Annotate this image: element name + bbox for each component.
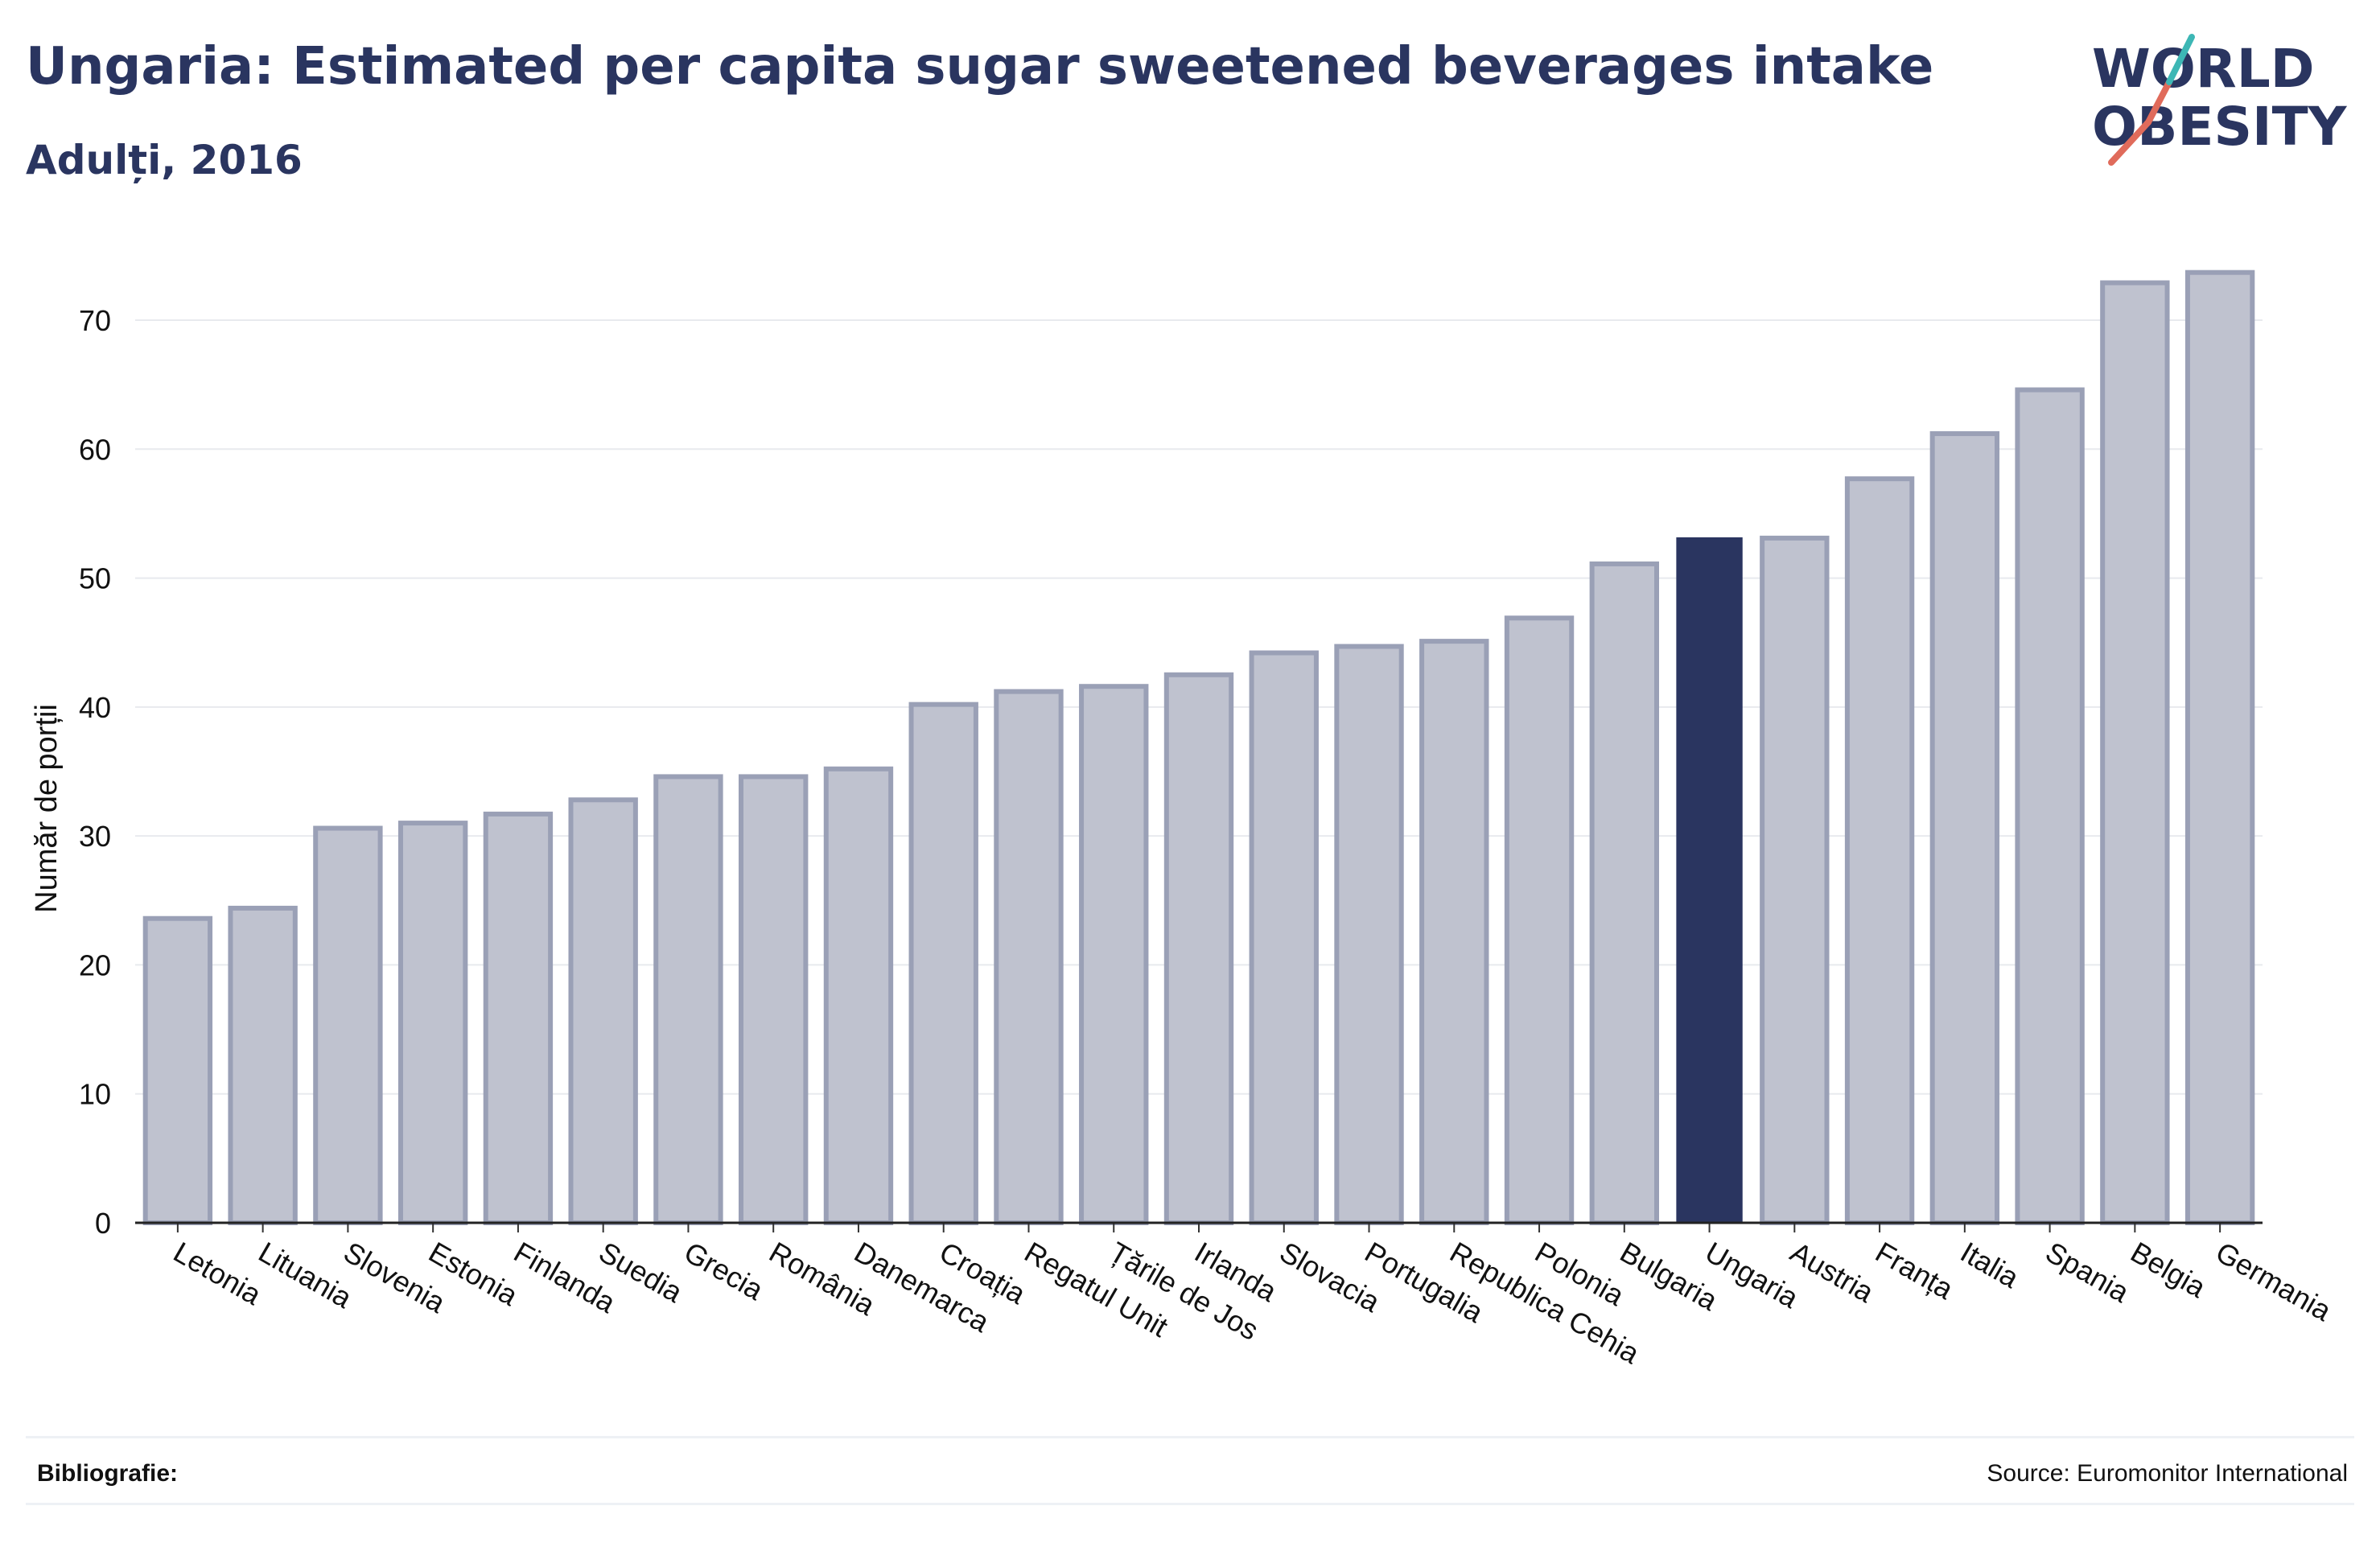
bar-slovacia: [1249, 650, 1319, 1225]
y-tick-label: 10: [79, 1078, 111, 1111]
footer-divider-top: [26, 1436, 2354, 1438]
chart-subtitle: Adulți, 2016: [26, 137, 303, 183]
x-tick-label: Belgia: [2125, 1235, 2212, 1304]
x-tick-label: Germania: [2210, 1235, 2337, 1327]
x-tick-label: Grecia: [678, 1235, 769, 1306]
logo-line2: OBESITY: [2092, 96, 2348, 158]
bar-finlanda: [483, 811, 554, 1225]
bar-irlanda: [1163, 672, 1234, 1225]
source-text: Source: Euromonitor International: [1987, 1460, 2348, 1487]
x-tick-label: Spania: [2040, 1235, 2135, 1309]
x-tick-label: Franța: [1870, 1235, 1959, 1306]
bar-românia: [739, 774, 809, 1225]
chart-title: Ungaria: Estimated per capita sugar swee…: [26, 37, 1934, 97]
bar-slovenia: [313, 825, 383, 1226]
x-tick-label: Italia: [1955, 1235, 2025, 1294]
bar-croația: [908, 701, 978, 1225]
logo-line1: WORLD: [2092, 38, 2315, 100]
x-tick-label: Letonia: [168, 1235, 268, 1311]
world-obesity-logo: WORLD OBESITY: [2092, 34, 2348, 166]
y-tick-label: 20: [79, 948, 111, 981]
footer-divider-bottom: [26, 1503, 2354, 1505]
x-tick-label: Bulgaria: [1615, 1235, 1724, 1317]
bibliography-label: Bibliografie:: [37, 1460, 179, 1487]
bar-polonia: [1504, 615, 1575, 1225]
y-tick-label: 70: [79, 304, 111, 337]
bar-grecia: [653, 774, 723, 1225]
bar-belgia: [2100, 280, 2170, 1226]
bar-republica-cehia: [1419, 639, 1489, 1225]
bar-lituania: [228, 905, 298, 1225]
bar-spania: [2015, 387, 2085, 1225]
bar-ungaria: [1676, 537, 1743, 1224]
bar-țările-de-jos: [1079, 684, 1149, 1225]
bar-estonia: [397, 821, 468, 1225]
bar-italia: [1929, 431, 2000, 1225]
y-tick-label: 50: [79, 562, 111, 595]
x-tick-label: Ungaria: [1700, 1235, 1806, 1315]
bar-danemarca: [823, 766, 894, 1225]
bar-portugalia: [1334, 644, 1404, 1225]
y-tick-label: 60: [79, 433, 111, 466]
bar-austria: [1760, 535, 1830, 1225]
y-tick-label: 30: [79, 820, 111, 853]
y-axis-label: Număr de porții: [30, 704, 64, 913]
x-tick-label: Austria: [1785, 1235, 1880, 1309]
bar-bulgaria: [1589, 561, 1659, 1225]
bar-suedia: [568, 797, 638, 1225]
x-tick-label: Lituania: [253, 1235, 359, 1315]
bar-regatul-unit: [994, 689, 1064, 1225]
bar-letonia: [142, 915, 213, 1225]
y-tick-label: 40: [79, 691, 111, 724]
y-tick-label: 0: [95, 1207, 111, 1240]
bar-germania: [2184, 269, 2255, 1225]
bar-franța: [1844, 476, 1915, 1225]
